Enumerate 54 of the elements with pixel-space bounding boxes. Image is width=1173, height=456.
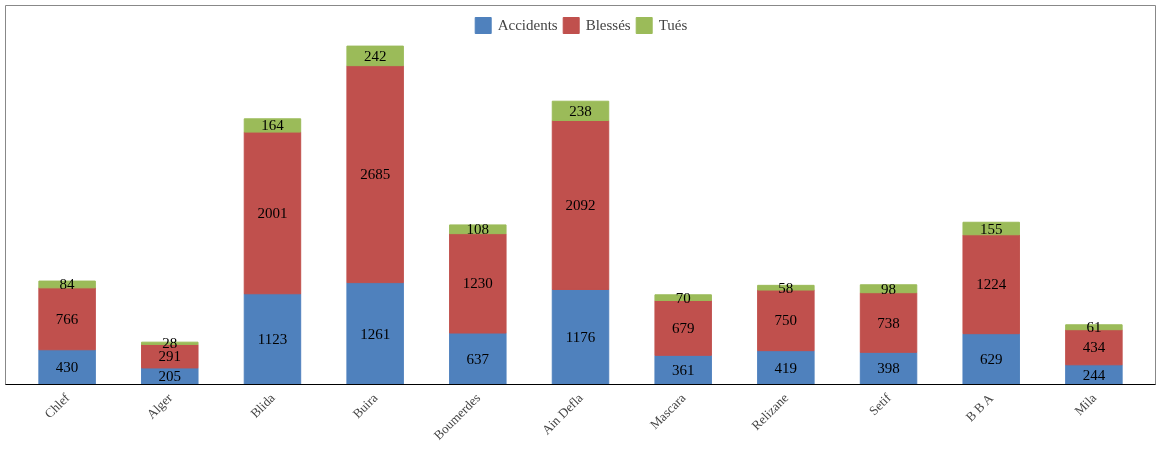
bar bbox=[38, 287, 96, 351]
bar bbox=[449, 332, 507, 385]
data-label: 750 bbox=[774, 312, 798, 329]
data-label: 2685 bbox=[360, 166, 391, 183]
bar bbox=[243, 293, 302, 385]
data-label: 419 bbox=[774, 359, 798, 376]
data-label: 1224 bbox=[976, 276, 1007, 293]
bar bbox=[757, 284, 815, 291]
legend-label: Blessés bbox=[585, 16, 631, 34]
data-label: 430 bbox=[55, 359, 79, 376]
bar bbox=[449, 233, 507, 334]
data-label: 679 bbox=[671, 319, 695, 336]
legend-label: Tués bbox=[658, 16, 688, 34]
data-label: 205 bbox=[158, 368, 182, 385]
bar bbox=[551, 288, 610, 385]
bar bbox=[962, 333, 1020, 385]
bar bbox=[757, 350, 815, 385]
bar bbox=[962, 234, 1020, 335]
bar bbox=[551, 119, 610, 290]
bar bbox=[1065, 324, 1123, 331]
data-label: 1230 bbox=[462, 275, 493, 292]
bar bbox=[38, 349, 96, 385]
bar bbox=[346, 45, 404, 67]
legend-label: Accidents bbox=[497, 16, 558, 34]
data-label: 2001 bbox=[257, 204, 288, 221]
data-label: 244 bbox=[1082, 366, 1106, 383]
data-label: 1176 bbox=[565, 328, 596, 345]
bar bbox=[243, 118, 302, 133]
data-label: 637 bbox=[466, 350, 490, 367]
bar bbox=[38, 280, 96, 289]
data-label: 766 bbox=[55, 310, 79, 327]
data-label: 1261 bbox=[360, 325, 391, 342]
bar bbox=[243, 131, 302, 295]
data-label: 361 bbox=[671, 361, 695, 378]
data-label: 629 bbox=[979, 351, 1003, 368]
data-label: 291 bbox=[158, 348, 182, 365]
data-label: 238 bbox=[569, 102, 592, 119]
x-tick-label: Mila bbox=[1071, 390, 1100, 419]
data-label: 434 bbox=[1082, 339, 1106, 356]
data-label: 242 bbox=[363, 47, 387, 64]
data-label: 98 bbox=[881, 280, 897, 297]
bar bbox=[346, 282, 404, 385]
data-label: 84 bbox=[59, 276, 76, 293]
x-tick-label: B B A bbox=[962, 390, 997, 425]
data-label: 1123 bbox=[257, 331, 288, 348]
data-label: 2092 bbox=[565, 196, 596, 213]
data-label: 164 bbox=[261, 117, 285, 134]
data-label: 398 bbox=[877, 360, 900, 377]
bar bbox=[346, 65, 404, 284]
data-label: 108 bbox=[466, 221, 490, 238]
bar bbox=[859, 292, 918, 353]
data-label: 155 bbox=[979, 220, 1003, 237]
data-label: 738 bbox=[877, 314, 900, 331]
bar bbox=[654, 294, 712, 301]
